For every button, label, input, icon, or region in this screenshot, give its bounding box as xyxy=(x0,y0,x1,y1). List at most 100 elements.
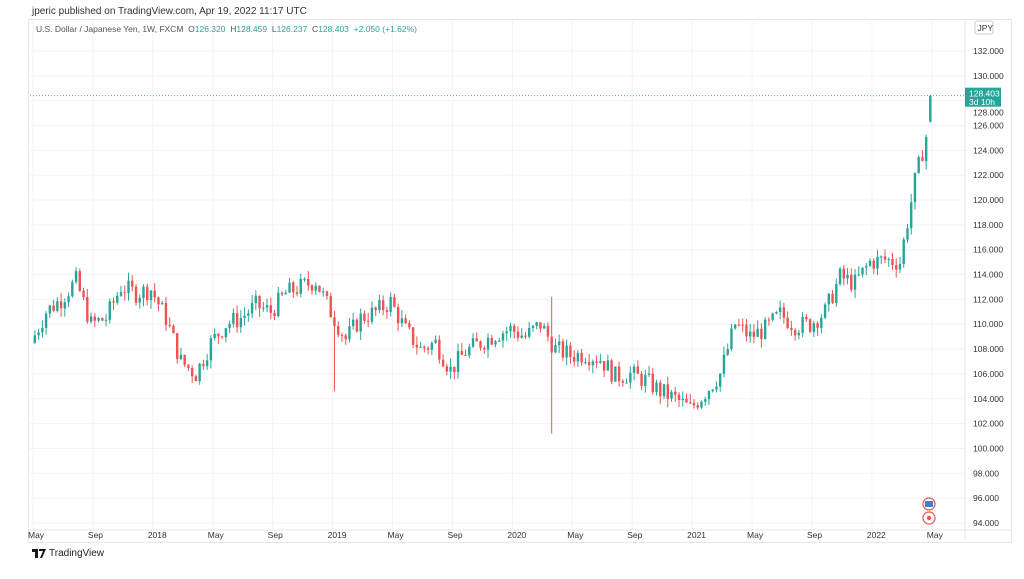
candle-body xyxy=(179,354,183,359)
candle-body xyxy=(674,391,677,395)
candle-body xyxy=(808,319,812,332)
candle-body xyxy=(902,239,905,265)
candle-body xyxy=(929,95,932,122)
candle-body xyxy=(539,322,542,329)
candle-body xyxy=(853,274,857,290)
x-tick-label: 2022 xyxy=(867,530,886,540)
candle-body xyxy=(269,305,273,313)
candle-body xyxy=(254,295,258,304)
candle-body xyxy=(153,290,156,298)
candle-body xyxy=(479,341,482,348)
tradingview-logo[interactable]: TradingView xyxy=(32,548,104,559)
candle-body xyxy=(351,319,355,327)
japan-flag-icon xyxy=(926,515,932,521)
candle-body xyxy=(217,333,220,337)
candle-body xyxy=(584,362,587,364)
candle-body xyxy=(374,307,377,311)
candle-body xyxy=(561,341,565,358)
candle-body xyxy=(850,274,853,290)
candle-body xyxy=(778,307,782,313)
candle-body xyxy=(325,291,329,297)
candle-body xyxy=(625,382,628,384)
x-tick-label: May xyxy=(567,530,584,540)
x-tick-label: Sep xyxy=(88,530,103,540)
candle-body xyxy=(617,366,621,382)
candle-body xyxy=(243,315,246,319)
candle-body xyxy=(670,391,673,399)
candle-body xyxy=(760,328,763,340)
candle-body xyxy=(546,325,550,337)
candle-body xyxy=(857,274,860,276)
candle-body xyxy=(831,293,834,304)
candle-body xyxy=(284,292,287,295)
y-tick-label: 118.000 xyxy=(973,220,1003,230)
candle-body xyxy=(913,172,917,203)
tradingview-logo-icon xyxy=(32,549,46,558)
candle-body xyxy=(63,302,67,309)
candle-body xyxy=(865,265,868,268)
candle-body xyxy=(793,329,797,336)
candle-body xyxy=(868,260,872,266)
candle-body xyxy=(235,313,239,328)
candle-body xyxy=(445,366,449,372)
y-tick-label: 122.000 xyxy=(973,170,1004,180)
x-tick-label: Sep xyxy=(268,530,283,540)
candle-body xyxy=(483,347,486,350)
candle-body xyxy=(924,137,928,162)
candle-body xyxy=(887,258,890,260)
candle-body xyxy=(629,372,632,383)
candle-body xyxy=(677,394,681,401)
y-tick-label: 116.000 xyxy=(973,245,1003,255)
candle-body xyxy=(640,373,643,386)
candle-body xyxy=(202,363,205,367)
candle-body xyxy=(494,341,497,345)
candle-body xyxy=(659,382,662,397)
candle-body xyxy=(74,271,78,283)
y-tick-label: 108.000 xyxy=(973,344,1004,354)
candle-body xyxy=(322,291,325,293)
candle-body xyxy=(423,346,426,349)
legend-close: 128.403 xyxy=(318,24,349,34)
candle-body xyxy=(41,327,44,333)
y-tick-label: 104.000 xyxy=(973,394,1004,404)
x-tick-label: May xyxy=(927,530,944,540)
candle-body xyxy=(565,345,568,358)
candle-body xyxy=(572,356,576,362)
candle-body xyxy=(722,354,726,374)
candle-body xyxy=(393,297,396,307)
legend-close-label: C xyxy=(312,24,319,34)
candle-body xyxy=(89,316,93,322)
y-tick-label: 120.000 xyxy=(973,195,1004,205)
candle-body xyxy=(786,317,789,328)
candle-body xyxy=(378,300,381,311)
x-tick-label: 2018 xyxy=(148,530,167,540)
candle-body xyxy=(239,318,243,328)
candle-body xyxy=(134,286,138,303)
chart-legend: U.S. Dollar / Japanese Yen, 1W, FXCM O12… xyxy=(36,24,417,34)
candle-body xyxy=(108,301,111,320)
candle-body xyxy=(303,278,306,280)
candle-body xyxy=(258,295,261,309)
candle-body xyxy=(456,351,460,373)
legend-high-label: H xyxy=(230,24,237,34)
candle-body xyxy=(449,366,452,372)
candle-body xyxy=(337,326,340,335)
candle-body xyxy=(295,292,299,294)
candle-body xyxy=(44,313,48,328)
y-tick-label: 112.000 xyxy=(973,294,1003,304)
candle-body xyxy=(183,354,186,365)
candle-body xyxy=(655,382,658,393)
candle-body xyxy=(520,335,523,338)
candle-body xyxy=(224,328,228,338)
candle-body xyxy=(921,157,924,162)
y-tick-label: 96.000 xyxy=(973,493,999,503)
y-tick-label: 128.000 xyxy=(973,108,1004,118)
candle-body xyxy=(292,282,295,293)
x-tick-label: 2021 xyxy=(687,530,706,540)
candle-body xyxy=(535,322,538,326)
y-tick-label: 126.000 xyxy=(973,121,1004,131)
candle-body xyxy=(775,312,778,314)
candle-body xyxy=(610,360,613,382)
candle-body xyxy=(883,256,887,260)
